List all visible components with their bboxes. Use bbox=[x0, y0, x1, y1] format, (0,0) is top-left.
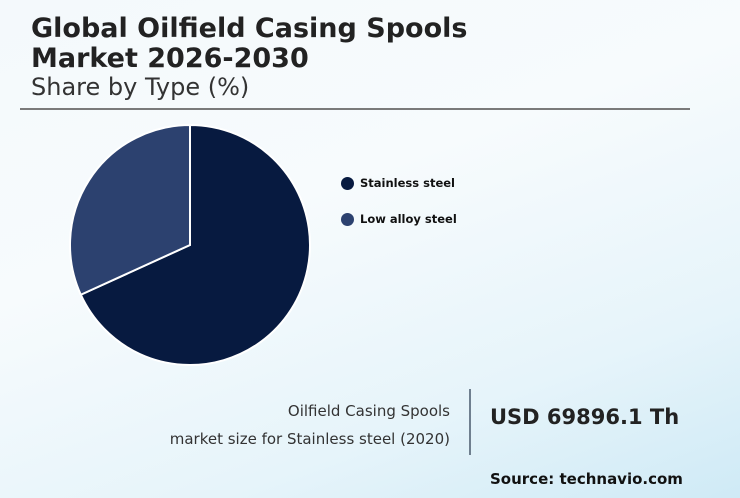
legend-label: Stainless steel bbox=[360, 176, 455, 190]
source-label: Source: technavio.com bbox=[490, 470, 683, 488]
chart-subtitle: Share by Type (%) bbox=[31, 73, 250, 101]
desc-line-2: market size for Stainless steel (2020) bbox=[169, 430, 450, 448]
pie-chart bbox=[69, 123, 311, 366]
legend-swatch bbox=[341, 176, 354, 190]
legend-swatch bbox=[341, 212, 354, 226]
pie-slices bbox=[69, 123, 311, 366]
market-size-value: USD 69896.1 Th bbox=[490, 405, 680, 429]
legend-item-stainless-steel: Stainless steel bbox=[341, 175, 457, 191]
pie-slice-low-alloy-steel bbox=[69, 123, 191, 297]
legend-item-low-alloy-steel: Low alloy steel bbox=[341, 211, 457, 227]
title-line-1: Global Oilfield Casing Spools bbox=[31, 13, 468, 44]
pie-slice-stainless-steel bbox=[79, 123, 311, 366]
footer-divider bbox=[469, 389, 471, 455]
legend: Stainless steel Low alloy steel bbox=[341, 175, 457, 247]
title-line-2: Market 2026-2030 bbox=[31, 43, 309, 74]
desc-line-1: Oilfield Casing Spools bbox=[287, 402, 450, 420]
legend-label: Low alloy steel bbox=[360, 212, 457, 226]
header-divider bbox=[20, 108, 690, 110]
market-size-description: Oilfield Casing Spools market size for S… bbox=[170, 397, 450, 453]
chart-title: Global Oilfield Casing Spools Market 202… bbox=[31, 14, 467, 74]
